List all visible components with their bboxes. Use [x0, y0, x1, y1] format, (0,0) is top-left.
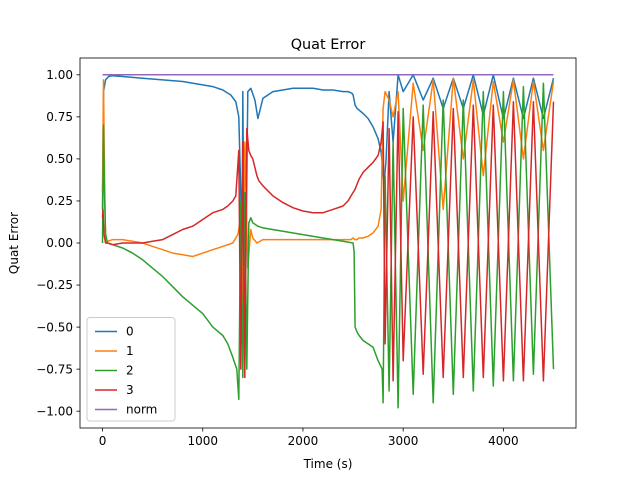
- series-layer: [101, 74, 555, 409]
- legend: 0 1 2 3 norm: [86, 317, 176, 422]
- legend-box: [86, 317, 176, 422]
- y-tick-label: −1.00: [36, 404, 73, 418]
- x-tick-label: 0: [99, 434, 107, 448]
- y-tick-label: −0.25: [36, 278, 73, 292]
- y-tick-label: 1.00: [46, 68, 73, 82]
- series-line-1: [101, 77, 555, 312]
- series-line-3: [101, 100, 555, 382]
- x-tick-label: 2000: [288, 434, 319, 448]
- y-tick-label: −0.75: [36, 362, 73, 376]
- legend-label-2: 2: [126, 364, 134, 378]
- x-axis-label: Time (s): [303, 457, 353, 471]
- y-axis-label: Quat Error: [7, 212, 21, 274]
- legend-label-3: 3: [126, 383, 134, 397]
- series-line-0: [101, 74, 555, 362]
- y-tick-label: 0.50: [46, 152, 73, 166]
- y-tick-label: −0.50: [36, 320, 73, 334]
- x-tick-label: 4000: [488, 434, 519, 448]
- y-axis: −1.00 −0.75 −0.50 −0.25 0.00 0.25 0.50 0.75 1.00: [36, 68, 80, 418]
- chart-title: Quat Error: [291, 37, 366, 53]
- y-tick-label: 0.75: [46, 110, 73, 124]
- legend-label-norm: norm: [126, 403, 157, 417]
- y-tick-label: 0.00: [46, 236, 73, 250]
- x-tick-label: 1000: [187, 434, 218, 448]
- x-tick-label: 3000: [388, 434, 419, 448]
- legend-label-0: 0: [126, 325, 134, 339]
- legend-label-1: 1: [126, 344, 134, 358]
- series-line-2: [101, 82, 555, 409]
- y-tick-label: 0.25: [46, 194, 73, 208]
- x-axis: 0 1000 2000 3000 4000: [99, 428, 519, 448]
- plot-area: [79, 57, 577, 429]
